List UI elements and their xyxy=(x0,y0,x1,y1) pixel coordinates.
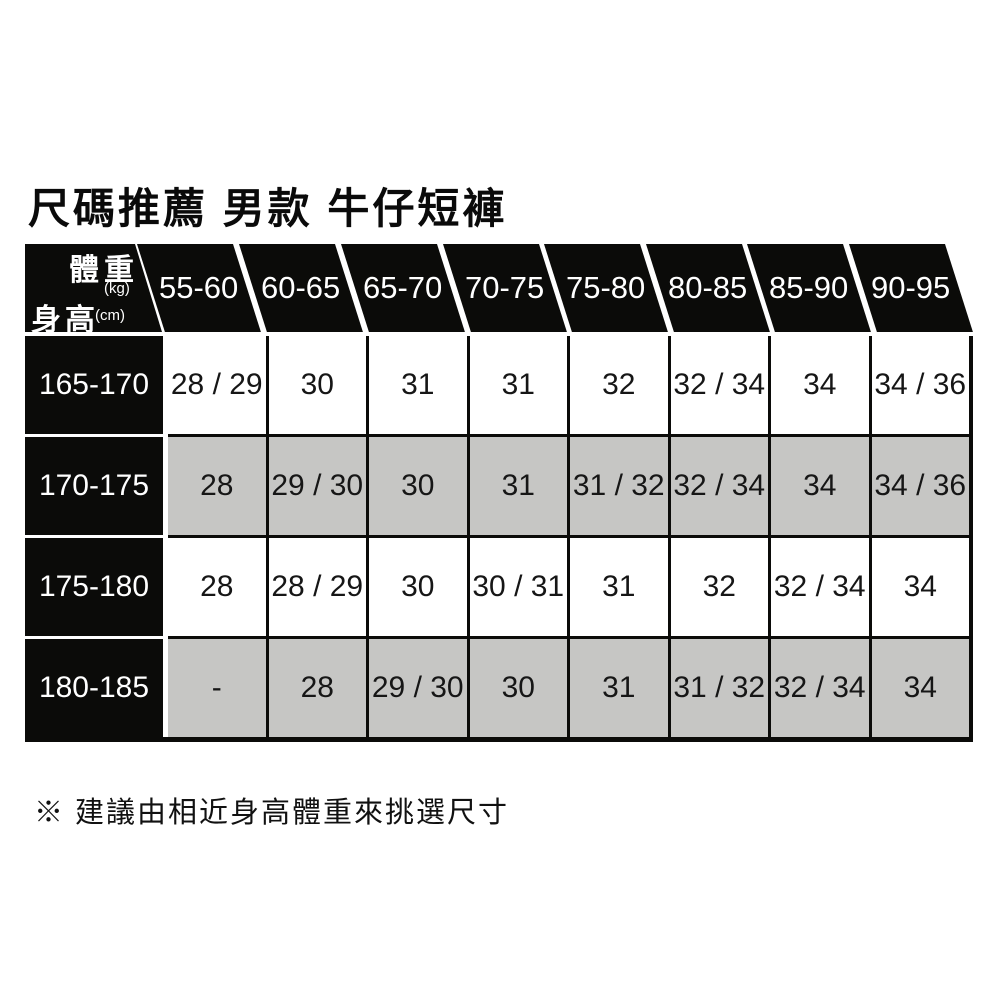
size-cell: 34 / 36 xyxy=(871,437,969,535)
size-cell: 31 xyxy=(369,336,467,434)
size-cell: 29 / 30 xyxy=(268,437,366,535)
size-cell: 34 xyxy=(871,639,969,737)
size-cell: 28 xyxy=(268,639,366,737)
weight-header-label: 65-70 xyxy=(363,270,443,305)
size-cell: 28 xyxy=(168,437,266,535)
size-cell: 32 / 34 xyxy=(771,538,869,636)
page-title: 尺碼推薦 男款 牛仔短褲 xyxy=(28,185,508,232)
size-cell: 31 / 32 xyxy=(570,437,668,535)
height-header-cell: 175-180 xyxy=(25,538,163,636)
size-cell: 34 / 36 xyxy=(871,336,969,434)
size-cell: 30 xyxy=(369,538,467,636)
height-axis-label: 身高 xyxy=(31,304,99,337)
size-cell: 30 / 31 xyxy=(469,538,567,636)
weight-header-label: 70-75 xyxy=(465,270,545,305)
size-cell: 34 xyxy=(871,538,969,636)
weight-header-cell: 90-95 xyxy=(849,244,973,332)
weight-axis-unit: (kg) xyxy=(104,280,130,297)
size-cell: 28 xyxy=(168,538,266,636)
size-cell: 32 xyxy=(670,538,768,636)
size-cell: - xyxy=(168,639,266,737)
size-cell: 30 xyxy=(469,639,567,737)
size-cell: 31 xyxy=(570,538,668,636)
table-header-row: 體重 (kg) 身高 (cm) 55-60 60-65 65-70 70-75 … xyxy=(25,244,973,332)
weight-header-label: 75-80 xyxy=(566,270,646,305)
size-cell: 29 / 30 xyxy=(369,639,467,737)
size-cell: 32 xyxy=(570,336,668,434)
size-cell: 32 / 34 xyxy=(670,336,768,434)
size-note: ※ 建議由相近身高體重來挑選尺寸 xyxy=(34,797,510,829)
weight-header-label: 90-95 xyxy=(871,270,951,305)
size-cell: 32 / 34 xyxy=(670,437,768,535)
table-body: 165-170 170-175 175-180 180-185 28 / 29 … xyxy=(25,336,973,742)
weight-axis-label: 體重 xyxy=(69,254,139,287)
corner-header-cell: 體重 (kg) 身高 (cm) xyxy=(25,244,162,332)
weight-header-label: 55-60 xyxy=(159,270,239,305)
size-grid: 28 / 29 30 31 31 32 32 / 34 34 34 / 36 2… xyxy=(168,336,973,737)
weight-header-label: 60-65 xyxy=(261,270,341,305)
table-bottom-border xyxy=(25,737,973,742)
size-cell: 32 / 34 xyxy=(771,639,869,737)
size-cell: 34 xyxy=(771,336,869,434)
size-table: 體重 (kg) 身高 (cm) 55-60 60-65 65-70 70-75 … xyxy=(25,244,973,744)
size-cell: 34 xyxy=(771,437,869,535)
size-cell: 31 / 32 xyxy=(670,639,768,737)
size-cell: 28 / 29 xyxy=(168,336,266,434)
weight-header-label: 85-90 xyxy=(769,270,849,305)
size-cell: 28 / 29 xyxy=(268,538,366,636)
size-cell: 30 xyxy=(369,437,467,535)
height-header-cell: 180-185 xyxy=(25,639,163,737)
weight-header-label: 80-85 xyxy=(668,270,748,305)
size-cell: 31 xyxy=(469,437,567,535)
height-header-cell: 165-170 xyxy=(25,336,163,434)
size-cell: 31 xyxy=(570,639,668,737)
height-axis-unit: (cm) xyxy=(95,307,125,324)
height-header-cell: 170-175 xyxy=(25,437,163,535)
size-cell: 30 xyxy=(268,336,366,434)
size-cell: 31 xyxy=(469,336,567,434)
